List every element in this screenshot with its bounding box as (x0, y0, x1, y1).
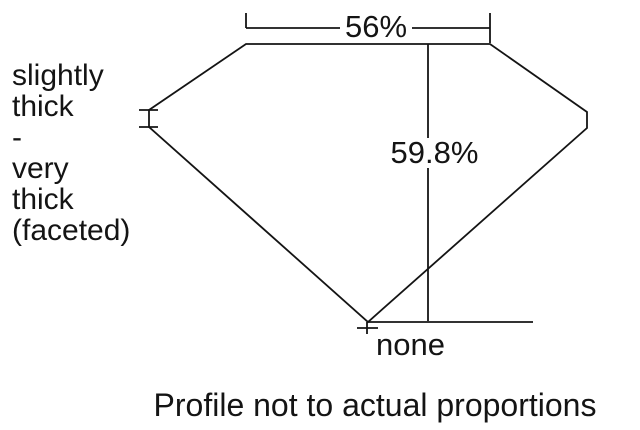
girdle-thickness-label: slightly thick - very thick (faceted) (12, 60, 130, 246)
diamond-outline (148, 43, 588, 324)
girdle-label-line: very (12, 152, 69, 185)
culet-value: none (376, 327, 445, 362)
table-size-value: 56% (340, 11, 412, 42)
diagram-footnote: Profile not to actual proportions (153, 387, 597, 423)
girdle-label-line: thick (12, 183, 74, 216)
girdle-label-line: - (12, 121, 22, 154)
girdle-label-line: thick (12, 90, 74, 123)
girdle-label-line: (faceted) (12, 214, 131, 247)
girdle-label-line: slightly (12, 59, 104, 92)
total-depth-value: 59.8% (386, 137, 483, 168)
